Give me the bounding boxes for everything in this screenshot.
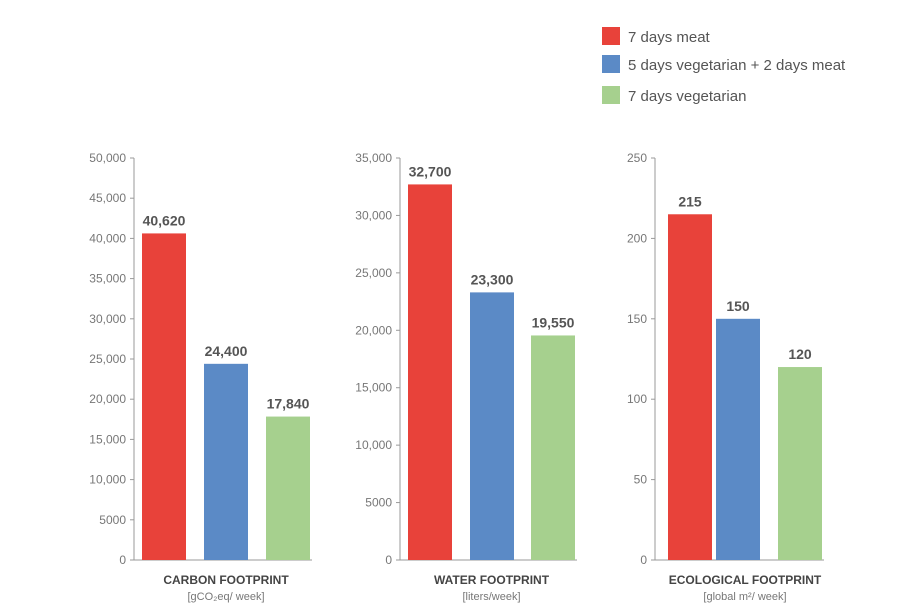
bar [470, 292, 514, 560]
bar [668, 214, 712, 560]
x-axis-unit: [gCO₂eq/ week] [187, 591, 264, 603]
legend: 7 days meat 5 days vegetarian + 2 days m… [602, 27, 846, 105]
y-tick-label: 15,000 [355, 381, 392, 395]
y-tick-label: 15,000 [89, 432, 126, 446]
bar-value-label: 23,300 [471, 271, 514, 287]
legend-swatch-vegetarian [602, 86, 620, 104]
legend-label-mixed: 5 days vegetarian + 2 days meat [628, 57, 846, 74]
bar-value-label: 24,400 [205, 343, 248, 359]
bar-value-label: 32,700 [409, 163, 452, 179]
bar [204, 363, 248, 560]
y-tick-label: 0 [385, 553, 392, 567]
legend-swatch-meat [602, 27, 620, 45]
bar [531, 335, 575, 560]
y-tick-label: 20,000 [355, 323, 392, 337]
y-tick-label: 20,000 [89, 392, 126, 406]
water-footprint-chart: 0 5000 10,000 15,000 20,000 25,000 30,000 35,00… [355, 151, 577, 603]
bar [266, 416, 310, 560]
y-tick-label: 40,000 [89, 231, 126, 245]
chart-panels: 0500010,00015,00020,00025,00030,00035,00… [89, 151, 824, 603]
bar [408, 184, 452, 560]
x-axis-title: ECOLOGICAL FOOTPRINT [669, 573, 822, 587]
y-tick-label: 200 [627, 231, 647, 245]
bar-value-label: 17,840 [267, 396, 310, 412]
y-tick-label: 250 [627, 151, 647, 165]
y-tick-label: 150 [627, 312, 647, 326]
x-axis-title: WATER FOOTPRINT [434, 573, 550, 587]
y-tick-label: 0 [640, 553, 647, 567]
y-tick-label: 35,000 [89, 272, 126, 286]
y-tick-label: 35,000 [355, 151, 392, 165]
carbon-footprint-chart: 0 5000 10,000 15,000 20,000 25,000 30,000 35,00… [89, 151, 312, 603]
y-tick-label: 100 [627, 392, 647, 406]
legend-label-vegetarian: 7 days vegetarian [628, 88, 746, 105]
y-tick-label: 10,000 [355, 438, 392, 452]
bar-value-label: 19,550 [532, 314, 575, 330]
bar-value-label: 40,620 [143, 212, 186, 228]
x-axis-unit: [liters/week] [462, 591, 520, 603]
y-tick-label: 0 [119, 553, 126, 567]
x-axis-title: CARBON FOOTPRINT [163, 573, 289, 587]
y-tick-label: 50 [634, 473, 648, 487]
y-tick-label: 25,000 [89, 352, 126, 366]
bar-value-label: 215 [678, 193, 702, 209]
y-tick-label: 25,000 [355, 266, 392, 280]
ecological-footprint-chart: 0 50 100 150 200 250 215 150 120 ECOLOGICAL FOOTP… [627, 151, 824, 603]
y-tick-label: 10,000 [89, 473, 126, 487]
x-axis-unit: [global m²/ week] [703, 591, 786, 603]
legend-swatch-mixed [602, 55, 620, 73]
bar-value-label: 150 [726, 298, 750, 314]
bar [778, 367, 822, 560]
y-tick-label: 50,000 [89, 151, 126, 165]
y-tick-label: 30,000 [355, 208, 392, 222]
bar [142, 233, 186, 560]
bar [716, 318, 760, 560]
bar-value-label: 120 [788, 346, 812, 362]
y-tick-label: 30,000 [89, 312, 126, 326]
legend-label-meat: 7 days meat [628, 29, 711, 46]
y-tick-label: 5000 [365, 496, 392, 510]
y-tick-label: 45,000 [89, 191, 126, 205]
y-tick-label: 5000 [99, 513, 126, 527]
